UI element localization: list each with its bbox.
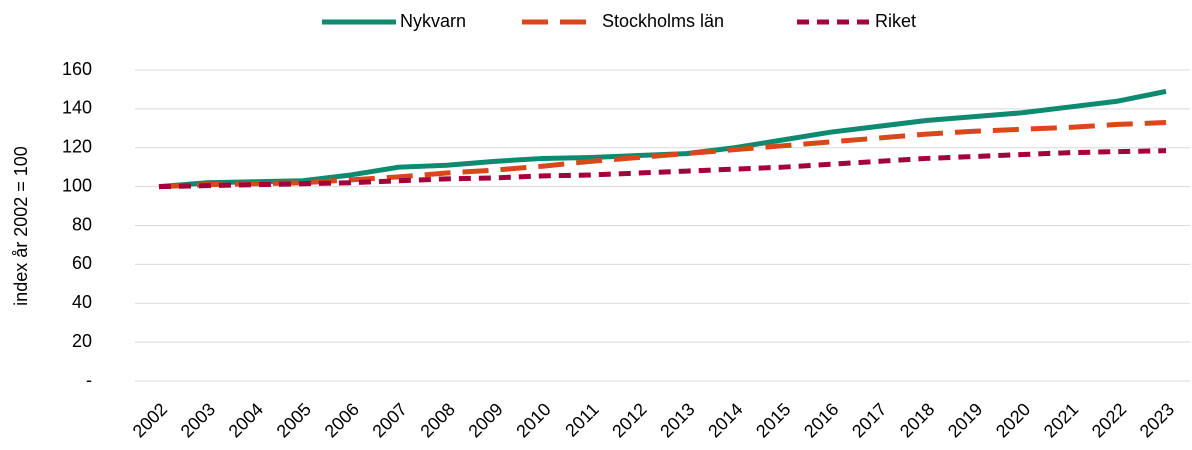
y-tick-label: 140 xyxy=(62,98,92,118)
x-tick-label: 2004 xyxy=(225,399,267,441)
y-tick-label: 160 xyxy=(62,59,92,79)
x-tick-label: 2009 xyxy=(464,399,506,441)
y-tick-label: - xyxy=(86,370,92,390)
legend-label: Riket xyxy=(875,11,916,31)
x-tick-label: 2012 xyxy=(608,399,650,441)
y-axis-label: index år 2002 = 100 xyxy=(11,146,31,306)
series-line xyxy=(158,148,1167,190)
y-tick-label: 60 xyxy=(72,253,92,273)
x-tick-label: 2015 xyxy=(752,399,794,441)
y-tick-label: 80 xyxy=(72,214,92,234)
legend-label: Stockholms län xyxy=(602,11,724,31)
x-tick-label: 2014 xyxy=(704,399,746,441)
x-tick-label: 2021 xyxy=(1040,399,1082,441)
x-tick-label: 2011 xyxy=(561,399,603,441)
legend-label: Nykvarn xyxy=(400,11,466,31)
series-line xyxy=(158,119,1167,190)
x-tick-label: 2019 xyxy=(944,399,986,441)
x-tick-label: 2020 xyxy=(992,399,1034,441)
x-tick-label: 2013 xyxy=(656,399,698,441)
x-tick-label: 2008 xyxy=(416,399,458,441)
x-tick-label: 2016 xyxy=(800,399,842,441)
x-tick-label: 2003 xyxy=(177,399,219,441)
x-tick-label: 2018 xyxy=(896,399,938,441)
x-tick-label: 2007 xyxy=(368,399,410,441)
x-tick-label: 2022 xyxy=(1088,399,1130,441)
x-tick-label: 2010 xyxy=(512,399,554,441)
x-tick-label: 2005 xyxy=(273,399,315,441)
y-tick-label: 120 xyxy=(62,137,92,157)
y-tick-label: 100 xyxy=(62,175,92,195)
x-tick-label: 2006 xyxy=(321,399,363,441)
x-tick-label: 2023 xyxy=(1136,399,1178,441)
x-tick-label: 2017 xyxy=(848,399,890,441)
y-tick-label: 20 xyxy=(72,331,92,351)
x-tick-label: 2002 xyxy=(129,399,171,441)
y-tick-label: 40 xyxy=(72,292,92,312)
